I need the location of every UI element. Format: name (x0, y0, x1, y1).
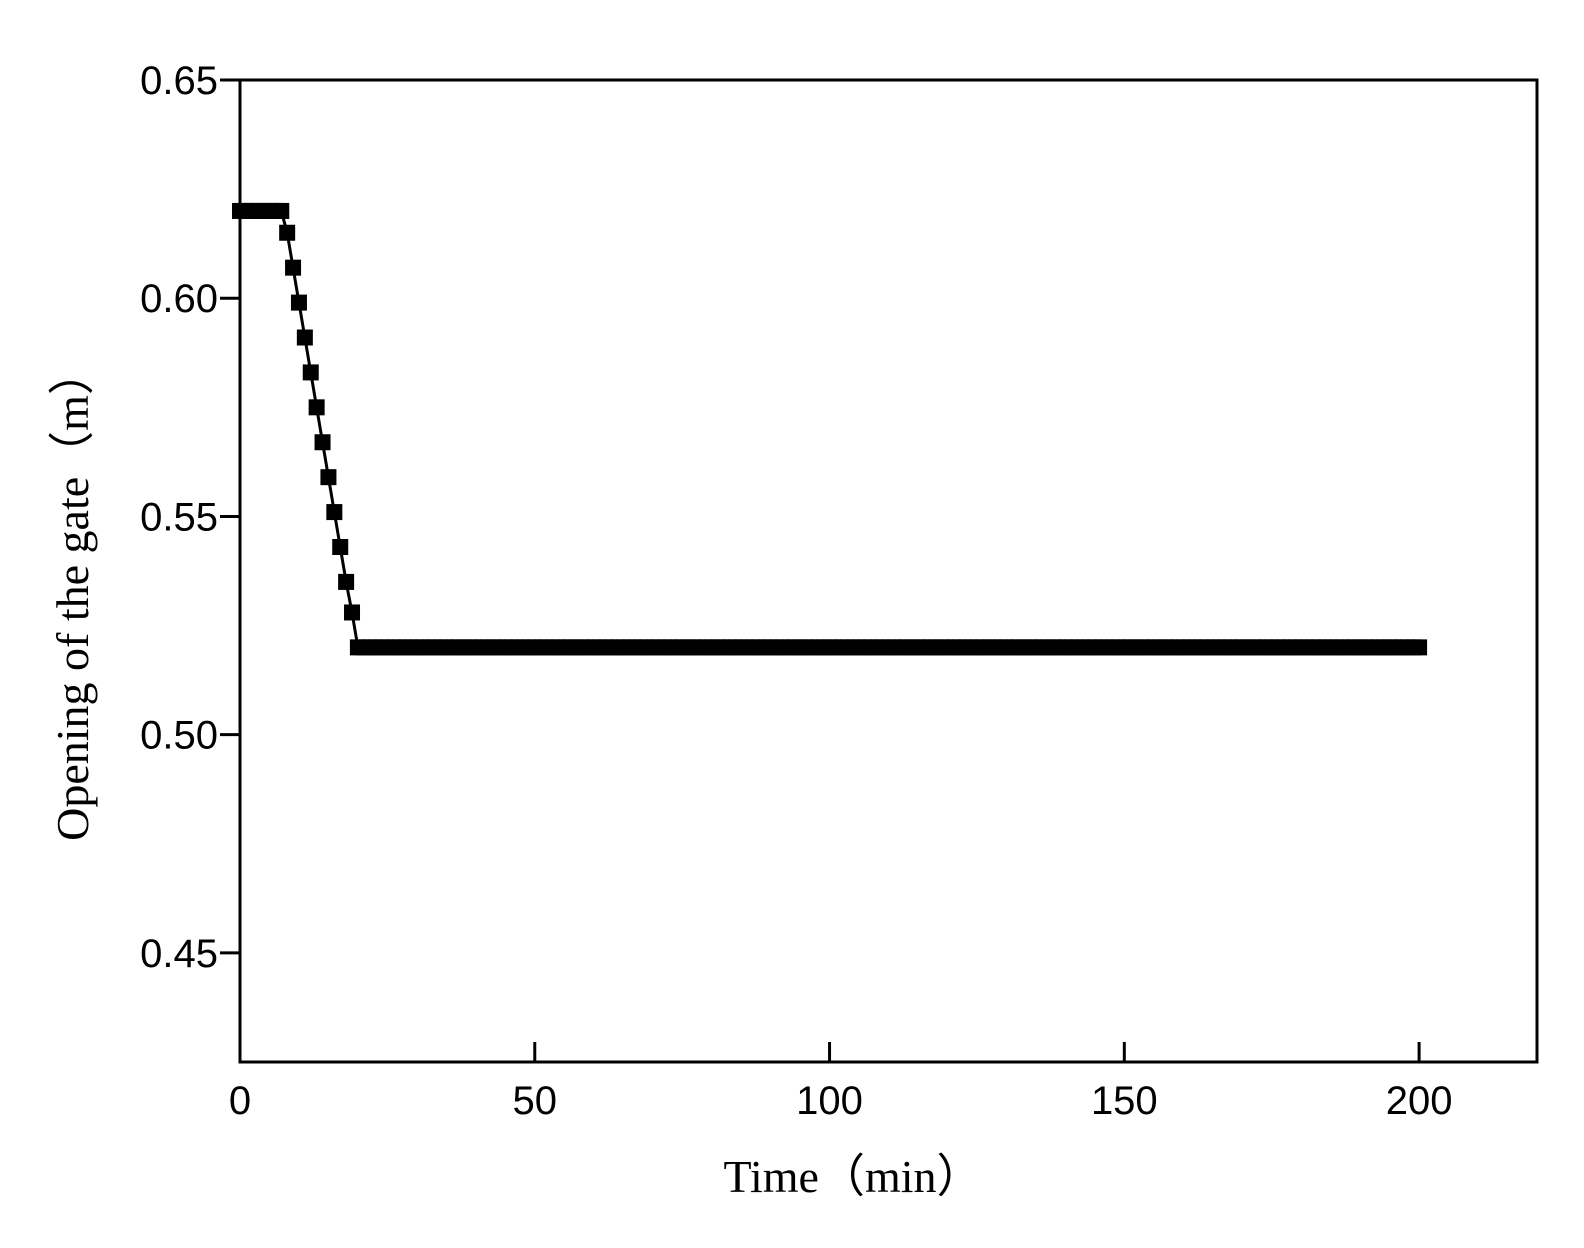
y-axis-title: Opening of the gate（m） (47, 349, 98, 841)
series-marker (296, 329, 313, 346)
y-tick-label: 0.55 (140, 495, 218, 539)
x-tick-label: 0 (229, 1079, 251, 1123)
series-marker (290, 294, 307, 311)
series-line (240, 209, 1420, 649)
y-tick-label: 0.60 (140, 277, 218, 321)
series-marker (320, 469, 337, 486)
x-axis-title: Time（min） (723, 1151, 982, 1202)
y-tick-label: 0.50 (140, 714, 218, 758)
x-tick-label: 50 (513, 1079, 558, 1123)
y-tick-label: 0.45 (140, 932, 218, 976)
x-tick-label: 100 (796, 1079, 863, 1123)
series-marker (314, 434, 331, 451)
x-tick-label: 150 (1091, 1079, 1158, 1123)
series-marker (285, 259, 302, 276)
series-marker (1411, 639, 1428, 656)
x-tick-label: 200 (1386, 1079, 1453, 1123)
series-marker (344, 604, 361, 621)
y-tick-label: 0.65 (140, 59, 218, 103)
series-marker (302, 364, 319, 381)
series-marker (308, 399, 325, 416)
plot-frame (238, 78, 1539, 1064)
series-marker (273, 202, 290, 219)
series-marker (326, 504, 343, 521)
series-marker (332, 538, 349, 555)
series-marker (338, 573, 355, 590)
series-marker (279, 224, 296, 241)
